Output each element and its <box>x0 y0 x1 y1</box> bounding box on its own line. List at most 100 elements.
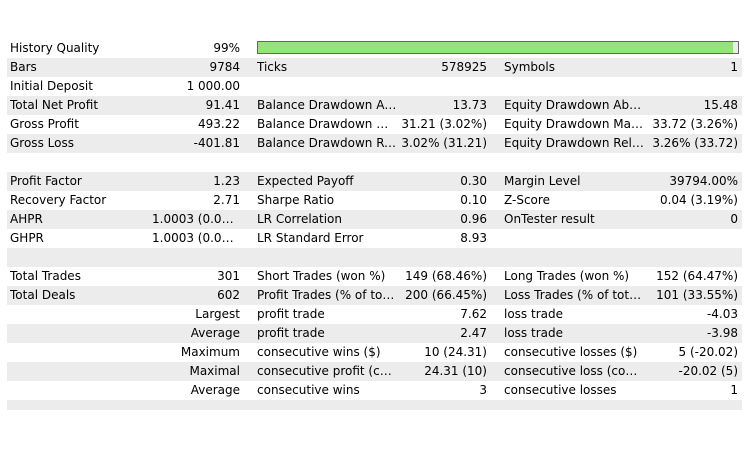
col3-label: Margin Level <box>504 174 581 188</box>
col2-label: Balance Drawdown Rela... <box>257 136 397 150</box>
col2-label: Balance Drawdown Max... <box>257 117 397 131</box>
col1-value: 1.23 <box>213 174 240 188</box>
col1-value: Largest <box>195 307 240 321</box>
report-footer-row <box>7 400 742 410</box>
col2-value: 3.02% (31.21) <box>401 136 487 150</box>
col2-label: consecutive wins <box>257 383 360 397</box>
history-quality-bar-fill <box>258 42 734 53</box>
col3-value: 0.04 (3.19%) <box>659 193 738 207</box>
col3-value: 33.72 (3.26%) <box>652 117 738 131</box>
history-quality-bar <box>257 41 739 54</box>
report-row: Gross Profit 493.22 Balance Drawdown Max..… <box>7 115 742 134</box>
report-rows: Bars 9784 Ticks 578925 Symbols 1 Initial Depos… <box>7 58 742 410</box>
col2-value: 578925 <box>441 60 487 74</box>
report-row: Average consecutive wins 3 consecutive loss… <box>7 381 742 400</box>
col2-label: consecutive profit (cou... <box>257 364 397 378</box>
report-row: GHPR 1.0003 (0.03%) LR Standard Error 8.93 <box>7 229 742 248</box>
col1-value: 301 <box>217 269 240 283</box>
col2-value: 7.62 <box>460 307 487 321</box>
col2-label: profit trade <box>257 326 325 340</box>
col2-value: 31.21 (3.02%) <box>401 117 487 131</box>
col1-label <box>10 343 160 362</box>
col3-value: 152 (64.47%) <box>656 269 738 283</box>
col2-label: Sharpe Ratio <box>257 193 335 207</box>
col2-value: 149 (68.46%) <box>405 269 487 283</box>
col3-value <box>647 77 738 96</box>
col2-value: 3 <box>479 383 487 397</box>
col3-value: 1 <box>730 60 738 74</box>
col2-value: 10 (24.31) <box>424 345 487 359</box>
col1-value: Maximum <box>180 345 240 359</box>
col1-value: -401.81 <box>193 136 240 150</box>
col1-label: Total Trades <box>10 269 81 283</box>
report-row: Average profit trade 2.47 loss trade -3.98 <box>7 324 742 343</box>
col3-value: 1 <box>730 383 738 397</box>
col2-value: 200 (66.45%) <box>405 288 487 302</box>
col1-label <box>10 248 160 267</box>
col1-label: Gross Loss <box>10 136 74 150</box>
col1-label: Total Net Profit <box>10 98 99 112</box>
col3-label: Equity Drawdown Absol... <box>504 98 644 112</box>
col2-value: 0.10 <box>460 193 487 207</box>
col1-label <box>10 153 160 172</box>
col1-value: Average <box>190 326 240 340</box>
report-row <box>7 248 742 267</box>
col3-label: consecutive loss (count) <box>504 364 644 378</box>
col1-label: GHPR <box>10 231 44 245</box>
col3-label <box>504 229 644 248</box>
col3-label: loss trade <box>504 326 563 340</box>
col3-label <box>504 77 644 96</box>
col1-label: Recovery Factor <box>10 193 107 207</box>
col1-value: 1.0003 (0.03%) <box>152 231 240 245</box>
history-quality-row: History Quality 99% <box>7 39 742 58</box>
report-row: Maximum consecutive wins ($) 10 (24.31) con… <box>7 343 742 362</box>
col3-label: Long Trades (won %) <box>504 269 630 283</box>
report-row: Bars 9784 Ticks 578925 Symbols 1 <box>7 58 742 77</box>
col3-label <box>504 248 644 267</box>
report-row: Total Trades 301 Short Trades (won %) 149 (… <box>7 267 742 286</box>
col1-value: 602 <box>217 288 240 302</box>
col2-label: Expected Payoff <box>257 174 354 188</box>
report-row: Largest profit trade 7.62 loss trade -4.03 <box>7 305 742 324</box>
col3-label: Symbols <box>504 60 555 74</box>
col1-label <box>10 362 160 381</box>
col3-value <box>647 248 738 267</box>
col1-label: Profit Factor <box>10 174 82 188</box>
col1-label: Total Deals <box>10 288 76 302</box>
col3-label: OnTester result <box>504 212 595 226</box>
report-row: Total Net Profit 91.41 Balance Drawdown Ab… <box>7 96 742 115</box>
col1-value: 9784 <box>209 60 240 74</box>
col1-value: 493.22 <box>198 117 240 131</box>
report-row: Maximal consecutive profit (cou... 24.31 (… <box>7 362 742 381</box>
col3-label: consecutive losses ($) <box>504 345 638 359</box>
col3-value: -3.98 <box>706 326 738 340</box>
col3-value: 5 (-20.02) <box>678 345 739 359</box>
report-row: Initial Deposit 1 000.00 <box>7 77 742 96</box>
col2-value: 8.93 <box>460 231 487 245</box>
col2-value: 0.96 <box>460 212 487 226</box>
report-row: Gross Loss -401.81 Balance Drawdown Rela..… <box>7 134 742 153</box>
report-row: Recovery Factor 2.71 Sharpe Ratio 0.10 Z-Sco… <box>7 191 742 210</box>
col1-value <box>152 153 240 172</box>
col3-value: 39794.00% <box>669 174 738 188</box>
col1-label <box>10 324 160 343</box>
col2-label: LR Standard Error <box>257 231 364 245</box>
col1-label <box>10 381 160 400</box>
col2-value: 13.73 <box>452 98 487 112</box>
col2-value: 24.31 (10) <box>424 364 487 378</box>
col3-value: 15.48 <box>703 98 738 112</box>
col3-value <box>647 229 738 248</box>
col3-label: Equity Drawdown Relati... <box>504 136 644 150</box>
col2-label: Profit Trades (% of total) <box>257 288 397 302</box>
report-row: Profit Factor 1.23 Expected Payoff 0.30 Marg… <box>7 172 742 191</box>
col1-value <box>152 248 240 267</box>
col2-label <box>257 248 397 267</box>
col1-label: Gross Profit <box>10 117 79 131</box>
col1-value: 1 000.00 <box>186 79 240 93</box>
history-quality-value: 99% <box>213 41 240 55</box>
col1-value: Average <box>190 383 240 397</box>
col1-label: AHPR <box>10 212 43 226</box>
report-row: Total Deals 602 Profit Trades (% of total)… <box>7 286 742 305</box>
report-row <box>7 153 742 172</box>
backtest-report: History Quality 99% Bars 9784 Ticks 578925 S… <box>7 39 742 410</box>
